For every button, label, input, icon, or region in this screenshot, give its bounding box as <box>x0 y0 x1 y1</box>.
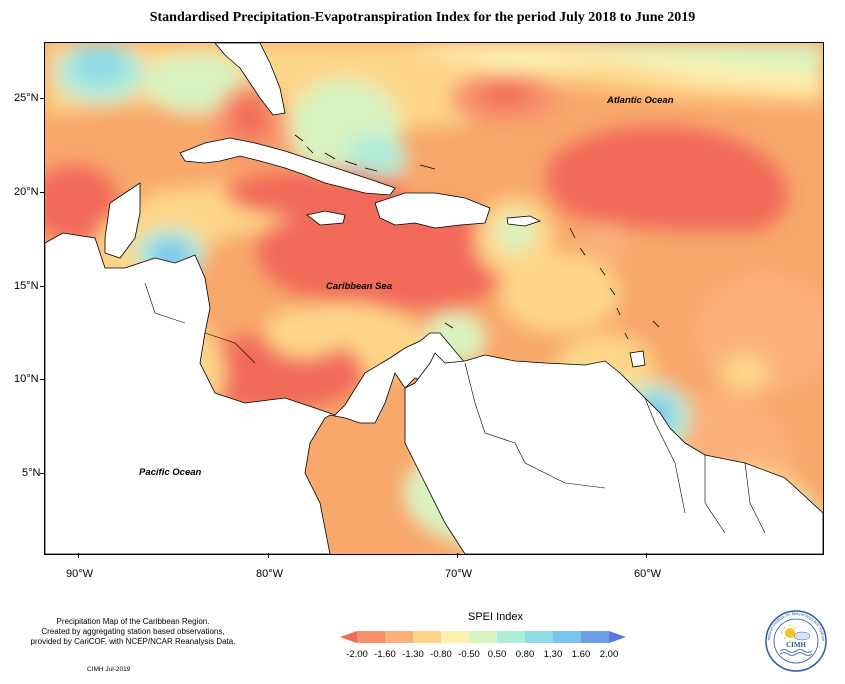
spei-field <box>45 43 823 554</box>
legend-colorbar <box>340 631 626 643</box>
lat-tick <box>40 98 45 99</box>
legend-tick: -0.50 <box>458 649 480 660</box>
lon-tick <box>268 553 269 558</box>
pacific-ocean-label: Pacific Ocean <box>139 467 202 478</box>
lat-tick <box>40 286 45 287</box>
lon-tick <box>457 553 458 558</box>
waves-icon <box>779 649 813 656</box>
lat-tick <box>40 192 45 193</box>
legend-title: SPEI Index <box>468 611 524 623</box>
legend-tick: 0.50 <box>487 649 507 660</box>
credits-line-1: Precipitation Map of the Caribbean Regio… <box>56 617 210 626</box>
lat-tick <box>40 473 45 474</box>
caribbean-sea-label: Caribbean Sea <box>326 281 392 292</box>
legend-tick: 2.00 <box>599 649 619 660</box>
credits-line-3: provided by CariCOF, with NCEP/NCAR Rean… <box>30 637 236 646</box>
lon-label-90w: 90°W <box>66 568 94 580</box>
lon-tick <box>646 553 647 558</box>
lon-label-80w: 80°W <box>256 568 284 580</box>
legend-swatch <box>413 631 441 643</box>
legend-arrow-high <box>609 631 626 643</box>
lat-label-10n: 10°N <box>14 373 39 385</box>
legend-tick: 0.80 <box>515 649 535 660</box>
lat-tick <box>40 379 45 380</box>
legend-arrow-low <box>340 631 357 643</box>
legend-swatch <box>357 631 385 643</box>
lon-label-60w: 60°W <box>634 568 662 580</box>
small-islands <box>294 134 660 340</box>
map-credits: Precipitation Map of the Caribbean Regio… <box>18 617 248 647</box>
legend-swatch <box>441 631 469 643</box>
legend-swatch <box>497 631 525 643</box>
map-title: Standardised Precipitation-Evapotranspir… <box>149 10 696 25</box>
cimh-logo: CIMH Caribbean Institute for Meteorology… <box>764 609 827 672</box>
spei-map-canvas <box>45 43 823 554</box>
legend-swatch <box>469 631 497 643</box>
logo-text: CIMH <box>786 641 806 649</box>
legend-tick: 1.60 <box>571 649 591 660</box>
legend-tick: -1.30 <box>402 649 424 660</box>
legend-swatch <box>525 631 553 643</box>
lon-tick <box>78 553 79 558</box>
lat-label-5n: 5°N <box>22 467 41 479</box>
lat-label-25n: 25°N <box>14 92 39 104</box>
lat-label-20n: 20°N <box>14 186 39 198</box>
legend-tick: 1.30 <box>543 649 563 660</box>
credits-date: CIMH Jul-2019 <box>87 666 131 673</box>
country-borders <box>144 282 766 534</box>
landmasses <box>45 43 823 554</box>
legend-swatch <box>385 631 413 643</box>
legend-swatch <box>581 631 609 643</box>
credits-line-2: Created by aggregating station based obs… <box>41 627 225 636</box>
legend-tick: -1.60 <box>374 649 396 660</box>
spei-map: Atlantic Ocean Caribbean Sea Pacific Oce… <box>44 42 824 555</box>
atlantic-ocean-label: Atlantic Ocean <box>607 95 674 106</box>
legend-swatch <box>553 631 581 643</box>
legend-tick: -0.80 <box>430 649 452 660</box>
legend-tick: -2.00 <box>346 649 368 660</box>
legend-swatches <box>340 631 626 643</box>
lon-label-70w: 70°W <box>445 568 473 580</box>
cloud-icon <box>793 631 811 641</box>
lat-label-15n: 15°N <box>14 280 39 292</box>
